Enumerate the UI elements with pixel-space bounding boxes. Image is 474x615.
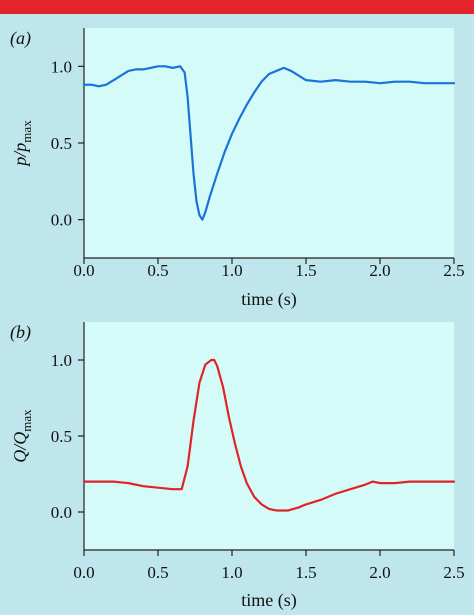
y-tick-label-b: 0.0 <box>51 503 72 522</box>
panel-a: 0.0 0.5 1.0 1.5 2.0 2.5 0.0 0.5 1.0 (a) time (s) p/… <box>10 28 465 310</box>
x-tick-label-b: 2.0 <box>369 563 390 582</box>
plot-area-a <box>84 28 454 258</box>
y-axis-title-main-a: p/p <box>10 143 30 168</box>
y-axis-title-subscript-b: max <box>19 409 34 432</box>
panel-label-b: (b) <box>10 322 31 343</box>
x-axis-title-b: time (s) <box>241 590 297 611</box>
x-axis-title-a: time (s) <box>241 289 297 310</box>
panel-b: 0.0 0.5 1.0 1.5 2.0 2.5 0.0 0.5 1.0 (b) time (s) Q/… <box>10 322 465 611</box>
x-tick-label-a: 0.0 <box>73 261 94 280</box>
series-line-a-0 <box>82 65 456 221</box>
plot-area-b <box>84 322 454 550</box>
series-line-b-0 <box>82 358 456 512</box>
y-tick-label-b: 1.0 <box>51 351 72 370</box>
x-tick-label-b: 2.5 <box>443 563 464 582</box>
x-tick-label-a: 1.5 <box>295 261 316 280</box>
top-accent-bar <box>0 0 474 14</box>
x-tick-label-a: 2.5 <box>443 261 464 280</box>
y-tick-label-a: 0.5 <box>51 134 72 153</box>
x-tick-label-b: 1.0 <box>221 563 242 582</box>
y-axis-title-b: Q/Qmax <box>10 409 34 463</box>
y-tick-label-b: 0.5 <box>51 427 72 446</box>
y-tick-label-a: 0.0 <box>51 211 72 230</box>
y-tick-label-a: 1.0 <box>51 57 72 76</box>
x-tick-label-a: 1.0 <box>221 261 242 280</box>
x-tick-label-b: 0.0 <box>73 563 94 582</box>
x-tick-label-b: 0.5 <box>147 563 168 582</box>
panel-label-a: (a) <box>10 28 31 49</box>
x-tick-label-a: 2.0 <box>369 261 390 280</box>
y-axis-title-subscript-a: max <box>19 120 34 143</box>
x-tick-label-a: 0.5 <box>147 261 168 280</box>
y-axis-title-a: p/pmax <box>10 120 34 168</box>
x-tick-label-b: 1.5 <box>295 563 316 582</box>
y-axis-title-main-b: Q/Q <box>10 432 30 463</box>
